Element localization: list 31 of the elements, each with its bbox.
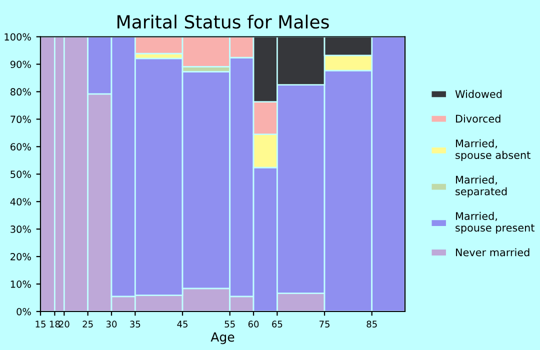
legend-label: Divorced (456, 114, 500, 123)
y-tick-label: 70% (10, 116, 31, 124)
chart-title: Marital Status for Males (118, 14, 329, 29)
y-tick-label: 90% (10, 60, 31, 68)
y-tick-label: 60% (10, 143, 31, 150)
x-tick-label: 45 (177, 320, 188, 328)
x-tick-label: 30 (106, 320, 117, 328)
x-tick-label: 85 (366, 320, 377, 328)
y-tick-label: 40% (10, 198, 31, 206)
x-tick-label: 65 (272, 320, 282, 328)
x-tick-label: 60 (248, 320, 259, 328)
y-tick-label: 30% (10, 226, 31, 233)
legend-label: Married, separated (456, 176, 507, 198)
x-tick-label: 20 (59, 320, 70, 328)
legend-label: Widowed (455, 90, 502, 98)
y-tick-label: 20% (10, 253, 31, 260)
legend-label: Married, spouse present (456, 212, 534, 234)
x-tick-label: 35 (130, 320, 140, 328)
x-tick-label: 25 (82, 320, 93, 328)
y-tick-label: 0% (16, 308, 31, 316)
x-axis-title: Age (210, 332, 234, 344)
x-tick-label: 55 (224, 320, 235, 328)
y-tick-label: 80% (10, 88, 31, 96)
y-tick-label: 10% (10, 280, 31, 288)
legend-label: Married, spouse absent (456, 139, 530, 161)
y-tick-label: 100% (4, 33, 31, 41)
legend-label: Never married (456, 248, 530, 256)
y-tick-label: 50% (10, 170, 31, 178)
x-tick-label: 15 (36, 320, 46, 328)
x-tick-label: 18 (50, 320, 60, 328)
x-tick-label: 75 (320, 320, 330, 328)
